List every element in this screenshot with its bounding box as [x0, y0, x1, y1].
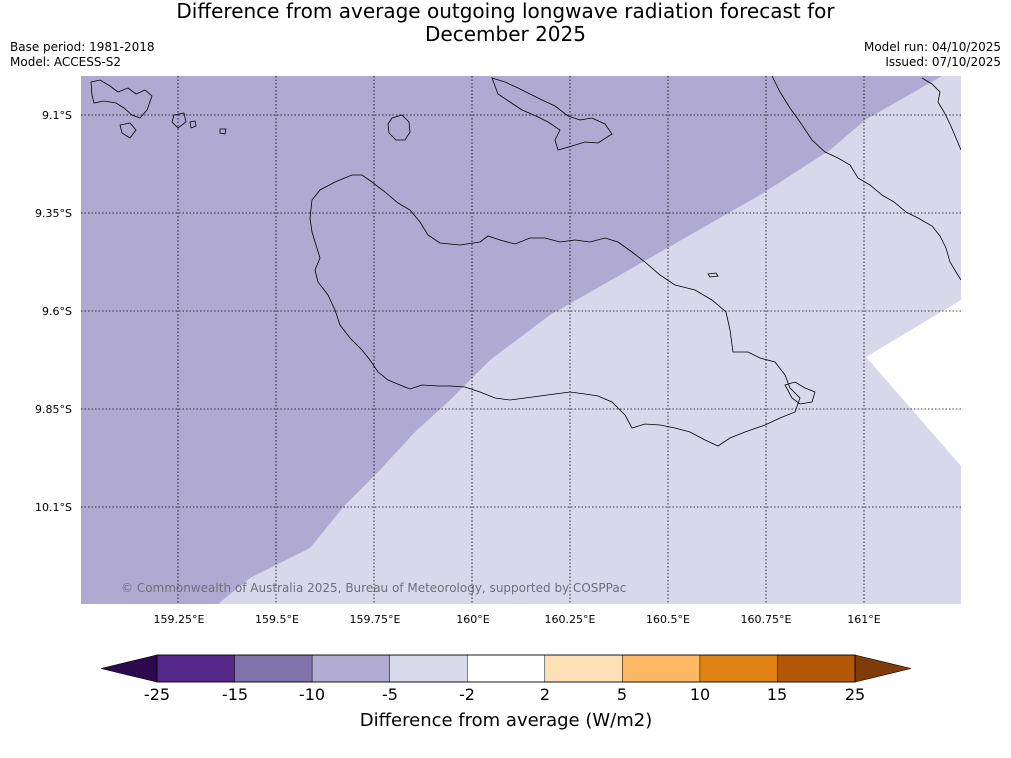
colorbar-tick-label: 5	[617, 685, 627, 704]
lon-label: 159.25°E	[154, 613, 205, 626]
colorbar-tick-label: -10	[299, 685, 325, 704]
coastline-northwest-islet-b	[171, 112, 187, 129]
coastline-northwest-islet-c	[189, 120, 227, 135]
coastline-islet	[707, 272, 719, 278]
colorbar-segments	[156, 654, 856, 683]
coastline-northeast-corner	[921, 77, 961, 151]
lat-label: 9.85°S	[35, 403, 72, 416]
lon-label: 160.25°E	[545, 613, 596, 626]
colorbar-segment	[466, 654, 546, 683]
lon-label: 161°E	[847, 613, 880, 626]
band-minus10-minus5	[81, 76, 942, 604]
colorbar-segment	[389, 654, 468, 683]
coastline-round-island	[387, 114, 411, 141]
coastline-northeast-coast	[771, 76, 961, 281]
colorbar-low-extend	[100, 654, 158, 683]
meta-left: Base period: 1981-2018 Model: ACCESS-S2	[10, 40, 155, 70]
lon-label: 159.75°E	[350, 613, 401, 626]
colorbar-tick-label: 25	[845, 685, 865, 704]
colorbar-segment	[777, 654, 856, 683]
colorbar-tick-label: 15	[767, 685, 787, 704]
chart-title-line1: Difference from average outgoing longwav…	[176, 0, 835, 23]
lon-label: 160.75°E	[741, 613, 792, 626]
issued-date: Issued: 07/10/2025	[885, 55, 1001, 69]
colorbar-high-extend	[854, 654, 912, 683]
colorbar-tick-label: -2	[459, 685, 475, 704]
colorbar-tick-label: 10	[690, 685, 710, 704]
colorbar-segment	[311, 654, 391, 683]
model-name: Model: ACCESS-S2	[10, 55, 122, 69]
colorbar-tick-label: -15	[222, 685, 248, 704]
coastline-northwest-islet-a	[119, 122, 137, 139]
lat-label: 9.1°S	[42, 109, 72, 122]
colorbar-tick-label: -5	[382, 685, 398, 704]
lon-label: 160.5°E	[646, 613, 690, 626]
model-run: Model run: 04/10/2025	[863, 40, 1001, 54]
map-panel: © Commonwealth of Australia 2025, Bureau…	[81, 76, 961, 604]
colorbar-title: Difference from average (W/m2)	[360, 710, 652, 731]
colorbar-tick-label: -25	[144, 685, 170, 704]
latitude-labels: 9.1°S 9.35°S 9.6°S 9.85°S 10.1°S	[35, 109, 72, 514]
colorbar-tick-label: 2	[540, 685, 550, 704]
colorbar-segment	[622, 654, 701, 683]
colorbar-segment	[234, 654, 313, 683]
colorbar-segment	[699, 654, 779, 683]
meta-right: Model run: 04/10/2025 Issued: 07/10/2025	[864, 40, 1001, 70]
colorbar-frame	[156, 654, 856, 683]
chart-title-line2: December 2025	[425, 22, 586, 46]
lat-label: 10.1°S	[35, 501, 72, 514]
colorbar: -25 -15 -10 -5 -2 2 5 10 15 25 Differenc…	[100, 654, 912, 731]
lat-label: 9.35°S	[35, 207, 72, 220]
coastline-main-island	[309, 174, 801, 447]
chart-title: Difference from average outgoing longwav…	[0, 0, 1011, 46]
graticule	[81, 76, 961, 604]
colorbar-tick-labels: -25 -15 -10 -5 -2 2 5 10 15 25	[144, 685, 865, 704]
base-period: Base period: 1981-2018	[10, 40, 155, 54]
lon-label: 160°E	[456, 613, 489, 626]
coastlines	[90, 76, 961, 447]
lon-label: 159.5°E	[255, 613, 299, 626]
coastline-north-island	[491, 77, 613, 151]
coastline-northwest-islands	[90, 79, 153, 119]
colorbar-segment	[544, 654, 623, 683]
longitude-labels: 159.25°E 159.5°E 159.75°E 160°E 160.25°E…	[154, 613, 881, 626]
lat-label: 9.6°S	[42, 305, 72, 318]
copyright-credit: © Commonwealth of Australia 2025, Bureau…	[121, 581, 626, 595]
colorbar-segment	[156, 654, 236, 683]
coastline-small-island-east	[784, 381, 816, 405]
